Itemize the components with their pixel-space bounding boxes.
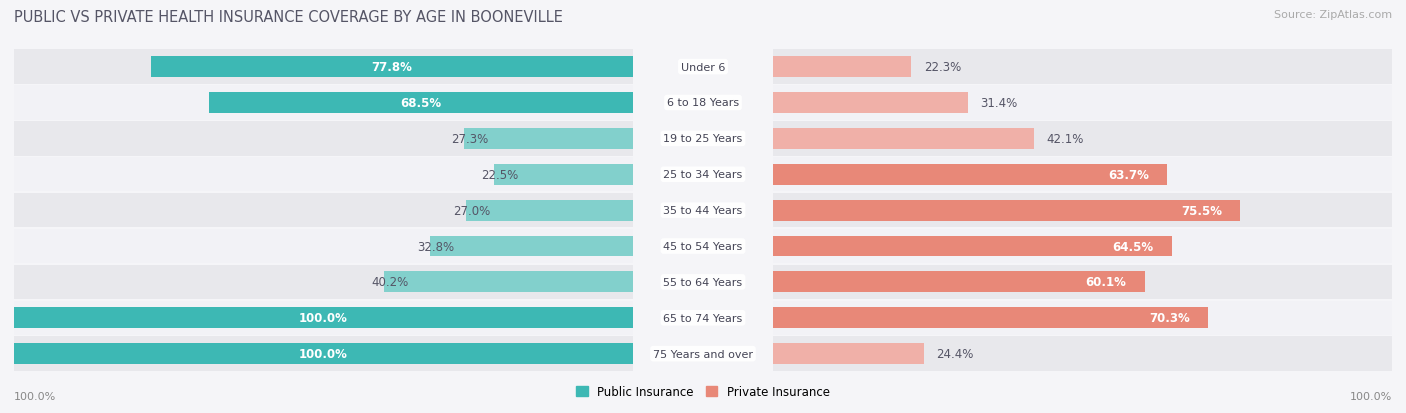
Bar [773, 229, 1392, 263]
Bar [14, 86, 633, 121]
Bar [464, 129, 633, 150]
Bar [773, 337, 1392, 371]
Bar [14, 344, 633, 364]
Bar [773, 193, 1392, 228]
Text: 64.5%: 64.5% [1112, 240, 1154, 253]
Text: 35 to 44 Years: 35 to 44 Years [664, 206, 742, 216]
Bar [384, 272, 633, 292]
Bar [14, 229, 633, 263]
Text: 22.5%: 22.5% [481, 169, 519, 181]
Text: 55 to 64 Years: 55 to 64 Years [664, 277, 742, 287]
Text: 40.2%: 40.2% [371, 276, 409, 289]
Text: 68.5%: 68.5% [401, 97, 441, 110]
Bar [14, 308, 633, 328]
Bar [773, 344, 924, 364]
Bar [14, 193, 633, 228]
Text: 75.5%: 75.5% [1181, 204, 1222, 217]
Text: 32.8%: 32.8% [418, 240, 454, 253]
Bar [152, 57, 633, 78]
Bar [14, 337, 633, 371]
Text: 65 to 74 Years: 65 to 74 Years [664, 313, 742, 323]
Text: 70.3%: 70.3% [1149, 311, 1189, 325]
Text: 27.3%: 27.3% [451, 133, 489, 145]
Text: 19 to 25 Years: 19 to 25 Years [664, 134, 742, 144]
Bar [773, 265, 1392, 299]
Bar [773, 158, 1392, 192]
Bar [773, 301, 1392, 335]
Bar [430, 236, 633, 257]
Bar [773, 129, 1033, 150]
Bar [773, 164, 1167, 185]
Text: 31.4%: 31.4% [980, 97, 1017, 110]
Text: PUBLIC VS PRIVATE HEALTH INSURANCE COVERAGE BY AGE IN BOONEVILLE: PUBLIC VS PRIVATE HEALTH INSURANCE COVER… [14, 10, 562, 25]
Bar [773, 57, 911, 78]
Text: 60.1%: 60.1% [1085, 276, 1126, 289]
Text: 45 to 54 Years: 45 to 54 Years [664, 242, 742, 252]
Text: 100.0%: 100.0% [299, 347, 347, 360]
Text: 22.3%: 22.3% [924, 61, 960, 74]
Text: 42.1%: 42.1% [1046, 133, 1084, 145]
Bar [773, 50, 1392, 85]
Bar [209, 93, 633, 114]
Text: 77.8%: 77.8% [371, 61, 412, 74]
Bar [14, 158, 633, 192]
Text: Source: ZipAtlas.com: Source: ZipAtlas.com [1274, 10, 1392, 20]
Bar [14, 122, 633, 156]
Text: 100.0%: 100.0% [299, 311, 347, 325]
Text: 6 to 18 Years: 6 to 18 Years [666, 98, 740, 108]
Bar [14, 50, 633, 85]
Text: 24.4%: 24.4% [936, 347, 974, 360]
Text: 75 Years and over: 75 Years and over [652, 349, 754, 359]
Bar [773, 200, 1240, 221]
Bar [773, 93, 967, 114]
Bar [773, 272, 1144, 292]
Text: 63.7%: 63.7% [1108, 169, 1149, 181]
Bar [494, 164, 633, 185]
Bar [773, 308, 1208, 328]
Text: 100.0%: 100.0% [14, 392, 56, 401]
Text: 25 to 34 Years: 25 to 34 Years [664, 170, 742, 180]
Text: 27.0%: 27.0% [453, 204, 491, 217]
Bar [14, 265, 633, 299]
Text: 100.0%: 100.0% [1350, 392, 1392, 401]
Bar [465, 200, 633, 221]
Bar [773, 122, 1392, 156]
Text: Under 6: Under 6 [681, 62, 725, 72]
Bar [773, 86, 1392, 121]
Legend: Public Insurance, Private Insurance: Public Insurance, Private Insurance [571, 381, 835, 403]
Bar [14, 301, 633, 335]
Bar [773, 236, 1173, 257]
